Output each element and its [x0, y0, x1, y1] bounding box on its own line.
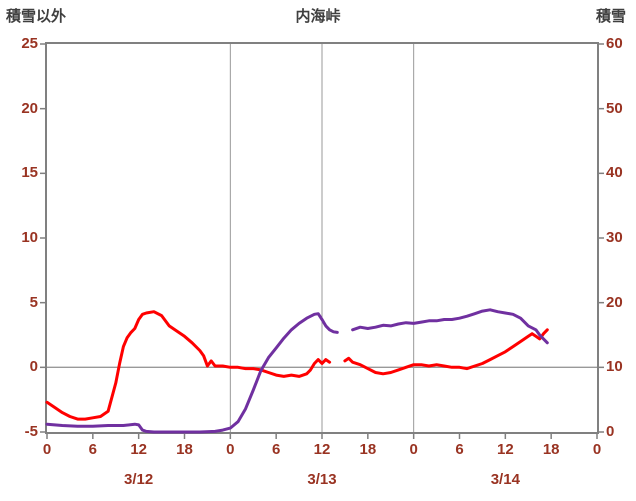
series-line-0: [343, 328, 549, 376]
x-axis-tick-label: 18: [176, 441, 193, 458]
series-line-1: [351, 308, 549, 345]
right-axis-tick-label: 60: [606, 35, 623, 52]
x-axis-tick-label: 0: [226, 441, 235, 458]
left-axis-tick-label: 10: [21, 229, 38, 246]
left-axis-tick-label: 0: [29, 358, 38, 376]
left-axis-tick-label: -5: [24, 423, 38, 440]
right-axis-tick-label: 30: [606, 229, 623, 246]
x-axis-tick-label: 18: [359, 441, 377, 458]
x-axis-tick-label: 18: [542, 441, 560, 458]
right-axis-tick-label: 0: [606, 423, 615, 440]
left-axis-tick-label: 15: [21, 164, 38, 182]
right-axis-tick-label: 40: [606, 164, 623, 182]
left-axis-tick-label: 20: [21, 99, 38, 117]
right-axis-tick-label: 20: [606, 293, 623, 311]
date-label: 3/12: [124, 471, 154, 488]
right-axis-tick-label: 50: [606, 99, 623, 117]
x-axis-tick-label: 0: [42, 441, 52, 458]
x-axis-tick-label: 0: [592, 441, 602, 458]
date-label: 3/14: [490, 471, 520, 488]
x-axis-tick-label: 12: [496, 441, 514, 458]
plot-area: [40, 42, 604, 439]
left-axis-tick-label: 25: [21, 35, 38, 52]
left-axis-tick-label: 5: [29, 293, 38, 311]
series-line-1: [45, 312, 339, 434]
x-axis-tick-label: 6: [455, 441, 464, 458]
right-axis-tick-label: 10: [606, 358, 623, 376]
series-line-0: [45, 310, 332, 421]
x-axis-tick-label: 6: [271, 441, 281, 458]
x-axis-tick-label: 12: [130, 441, 147, 458]
date-label: 3/13: [307, 471, 337, 488]
plot-svg: [40, 43, 604, 439]
chart-title: 内海峠: [295, 8, 341, 25]
left-axis-title: 積雪以外: [6, 8, 67, 25]
right-axis-title: 積雪: [595, 8, 626, 25]
x-axis-tick-label: 6: [88, 441, 97, 458]
x-axis-tick-label: 12: [313, 441, 331, 458]
x-axis-tick-label: 0: [409, 441, 418, 458]
